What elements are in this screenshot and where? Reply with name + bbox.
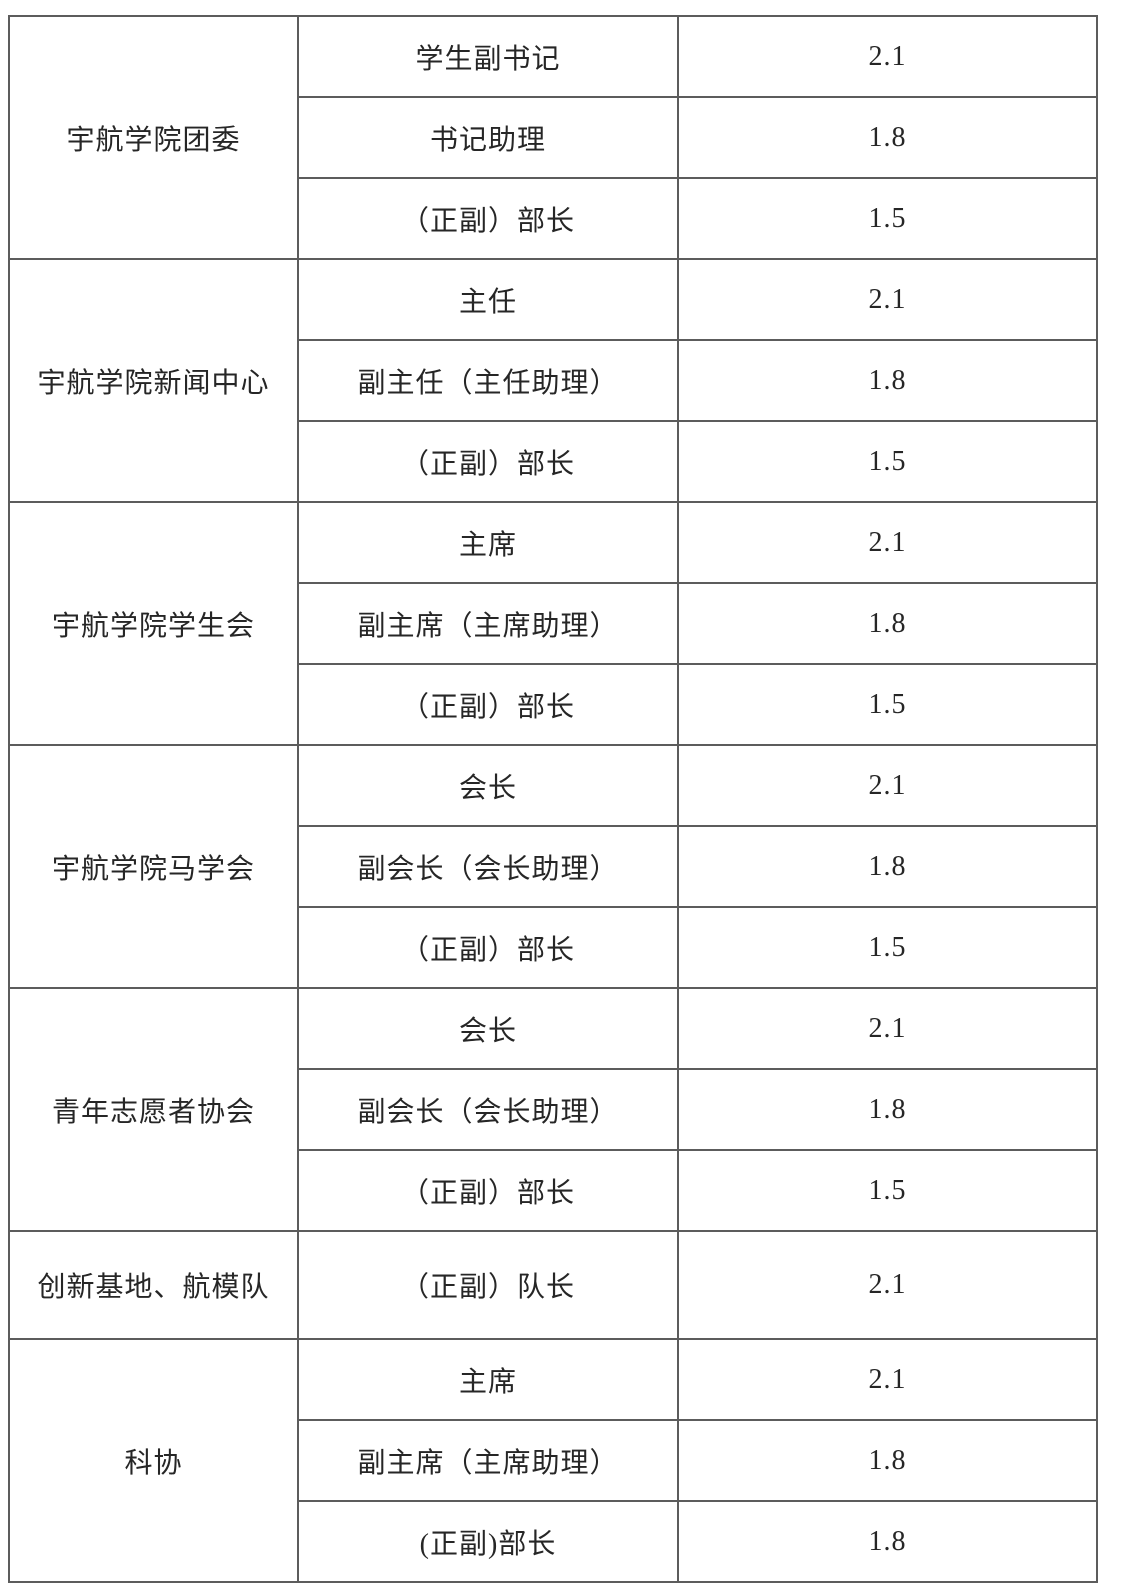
org-cell: 青年志愿者协会	[8, 987, 299, 1232]
score-cell: 1.8	[677, 582, 1098, 665]
position-cell: （正副）部长	[297, 663, 679, 746]
table-row: 宇航学院团委 学生副书记 2.1	[8, 15, 1098, 260]
table-row: 科协 主席 2.1	[8, 1338, 1098, 1583]
position-cell: 副会长（会长助理）	[297, 825, 679, 908]
score-cell: 1.5	[677, 663, 1098, 746]
org-cell: 科协	[8, 1338, 299, 1583]
org-cell: 宇航学院新闻中心	[8, 258, 299, 503]
position-cell: 学生副书记	[297, 15, 679, 98]
org-cell: 创新基地、航模队	[8, 1230, 299, 1340]
score-cell: 1.8	[677, 96, 1098, 179]
position-cell: （正副）队长	[297, 1230, 679, 1340]
table-row: （正副）部长 1.5	[9, 663, 1098, 746]
table-row: （正副）部长 1.5	[9, 177, 1098, 260]
position-cell: （正副）部长	[297, 420, 679, 503]
position-cell: 主席	[297, 501, 679, 584]
position-cell: 主席	[297, 1338, 679, 1421]
score-cell: 2.1	[677, 15, 1098, 98]
position-cell: （正副）部长	[297, 1149, 679, 1232]
score-cell: 1.5	[677, 177, 1098, 260]
position-cell: 副主任（主任助理）	[297, 339, 679, 422]
position-cell: 主任	[297, 258, 679, 341]
table-row: 创新基地、航模队 （正副）队长 2.1	[8, 1230, 1098, 1340]
org-cell: 宇航学院马学会	[8, 744, 299, 989]
position-cell: 会长	[297, 744, 679, 827]
position-cell: （正副）部长	[297, 177, 679, 260]
score-cell: 1.8	[677, 825, 1098, 908]
score-cell: 2.1	[677, 258, 1098, 341]
score-cell: 1.8	[677, 339, 1098, 422]
position-cell: 副主席（主席助理）	[297, 1419, 679, 1502]
score-cell: 1.5	[677, 906, 1098, 989]
score-cell: 2.1	[677, 1230, 1098, 1340]
position-cell: 副会长（会长助理）	[297, 1068, 679, 1151]
score-cell: 1.8	[677, 1068, 1098, 1151]
score-cell: 1.8	[677, 1419, 1098, 1502]
position-cell: （正副）部长	[297, 906, 679, 989]
org-cell: 宇航学院学生会	[8, 501, 299, 746]
score-cell: 1.5	[677, 420, 1098, 503]
table-row: (正副)部长 1.8	[9, 1500, 1098, 1583]
score-cell: 2.1	[677, 987, 1098, 1070]
position-cell: 副主席（主席助理）	[297, 582, 679, 665]
score-cell: 2.1	[677, 501, 1098, 584]
table-row: 宇航学院新闻中心 主任 2.1	[8, 258, 1098, 503]
score-cell: 2.1	[677, 1338, 1098, 1421]
score-cell: 1.5	[677, 1149, 1098, 1232]
score-cell: 1.8	[677, 1500, 1098, 1583]
table-row: 副主席（主席助理） 1.8	[9, 582, 1098, 665]
position-cell: 书记助理	[297, 96, 679, 179]
table-row: 副主席（主席助理） 1.8	[9, 1419, 1098, 1502]
table-row: 宇航学院学生会 主席 2.1	[8, 501, 1098, 746]
table-row: 书记助理 1.8	[9, 96, 1098, 179]
table-row: （正副）部长 1.5	[9, 420, 1098, 503]
table-row: 副会长（会长助理） 1.8	[9, 825, 1098, 908]
org-position-score-table: 宇航学院团委 学生副书记 2.1 书记助理 1.8 （正副）部长 1.5 宇航学…	[8, 15, 1098, 1583]
table-row: 宇航学院马学会 会长 2.1	[8, 744, 1098, 989]
table-row: 青年志愿者协会 会长 2.1	[8, 987, 1098, 1232]
table-row: 副主任（主任助理） 1.8	[9, 339, 1098, 422]
position-cell: 会长	[297, 987, 679, 1070]
org-cell: 宇航学院团委	[8, 15, 299, 260]
table-row: （正副）部长 1.5	[9, 906, 1098, 989]
position-cell: (正副)部长	[297, 1500, 679, 1583]
score-cell: 2.1	[677, 744, 1098, 827]
table-row: 副会长（会长助理） 1.8	[9, 1068, 1098, 1151]
table-row: （正副）部长 1.5	[9, 1149, 1098, 1232]
